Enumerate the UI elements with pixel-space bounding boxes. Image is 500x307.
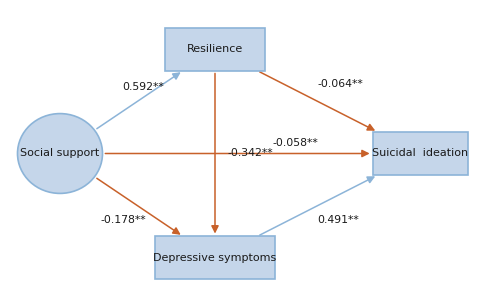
Text: -0.178**: -0.178** — [100, 215, 146, 224]
Text: Depressive symptoms: Depressive symptoms — [154, 253, 276, 263]
Text: 0.491**: 0.491** — [318, 215, 359, 224]
Text: Suicidal  ideation: Suicidal ideation — [372, 149, 468, 158]
FancyBboxPatch shape — [155, 236, 275, 279]
Text: Resilience: Resilience — [187, 44, 243, 54]
FancyBboxPatch shape — [372, 132, 468, 175]
Text: Social support: Social support — [20, 149, 100, 158]
Text: 0.592**: 0.592** — [122, 83, 164, 92]
FancyBboxPatch shape — [165, 28, 265, 71]
Text: -0.342**: -0.342** — [228, 149, 273, 158]
Ellipse shape — [18, 114, 102, 193]
Text: -0.064**: -0.064** — [318, 80, 363, 89]
Text: -0.058**: -0.058** — [272, 138, 318, 148]
